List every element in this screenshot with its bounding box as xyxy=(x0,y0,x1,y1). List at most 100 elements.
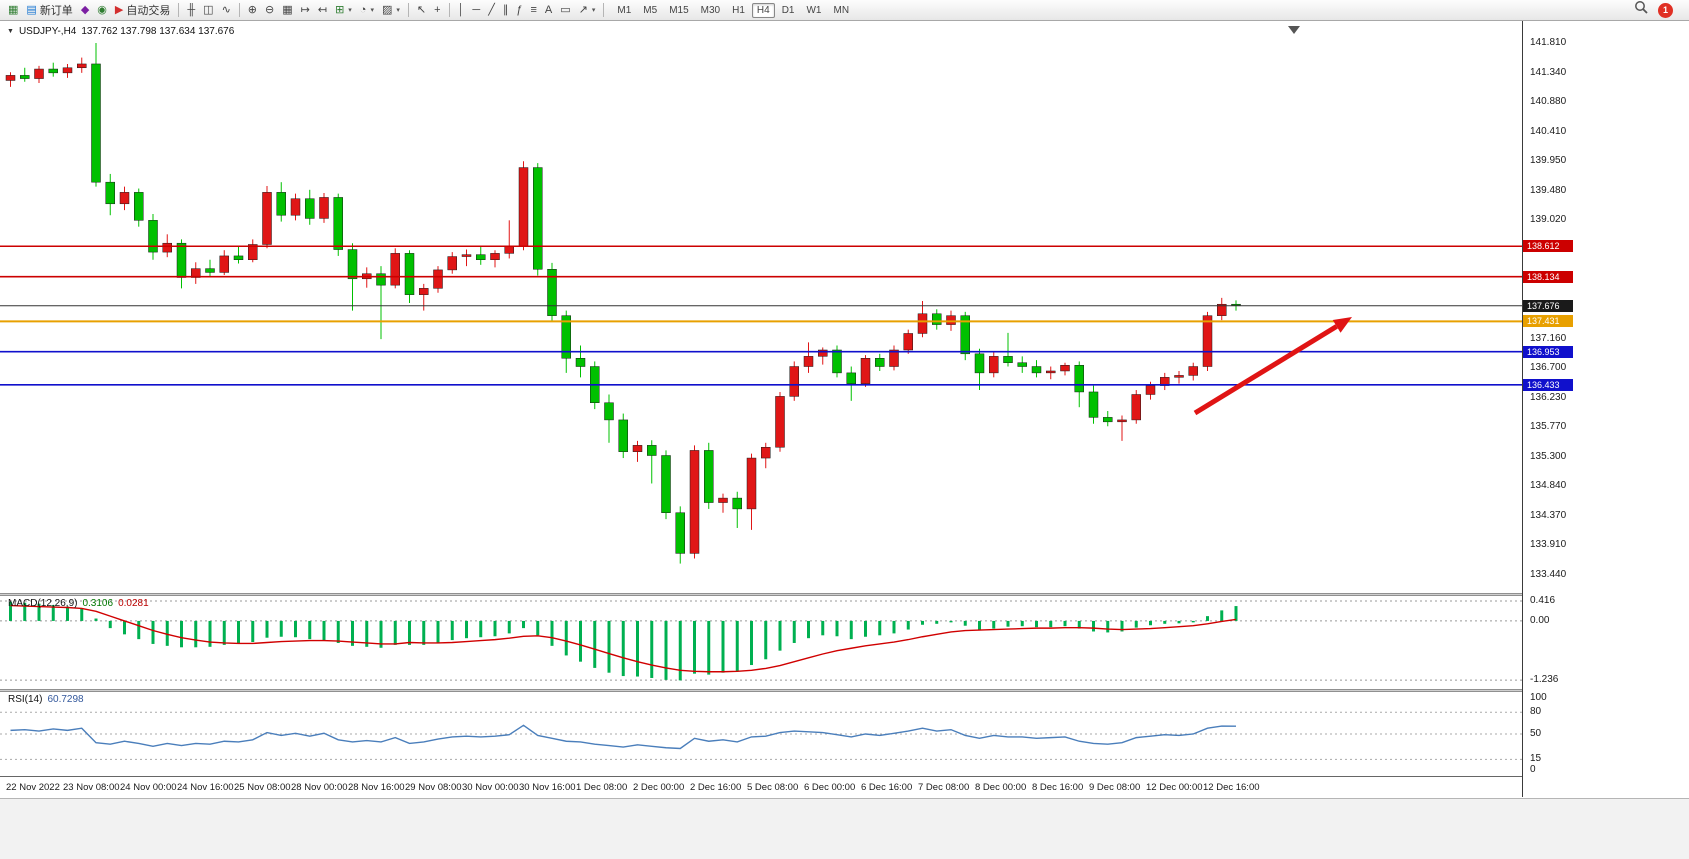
shapes-icon: ≡ xyxy=(530,3,537,16)
channel-icon: ∥ xyxy=(502,3,509,16)
macd-axis-label: -1.236 xyxy=(1530,674,1559,686)
macd-name: MACD(12,26,9) xyxy=(8,598,78,609)
toolbar-separator xyxy=(448,3,450,17)
price-axis-label: 135.300 xyxy=(1530,450,1567,462)
text-icon: A xyxy=(544,3,553,16)
panel-splitter[interactable] xyxy=(0,593,1689,596)
chart-shift-button[interactable]: ↤ xyxy=(314,1,331,20)
time-axis-label: 24 Nov 16:00 xyxy=(177,782,234,793)
price-tag: 137.676 xyxy=(1523,299,1573,312)
timeframe-w1[interactable]: W1 xyxy=(806,4,822,16)
price-axis[interactable]: 141.810 141.340 140.880 140.410 139.950 139.4… xyxy=(1522,21,1689,797)
rsi-axis-label: 80 xyxy=(1530,706,1542,718)
channel-button[interactable]: ∥ xyxy=(499,1,513,20)
chart-plus-icon: ▦ xyxy=(8,3,19,16)
new-chart-button[interactable]: ▦ xyxy=(4,1,22,20)
rsi-label: RSI(14) 60.7298 xyxy=(8,694,84,705)
auto-trading-button[interactable]: ▶ 自动交易 xyxy=(111,1,174,20)
periods-button[interactable]: ◔ ▾ xyxy=(356,1,378,20)
chart-ohlc: 137.762 137.798 137.634 137.676 xyxy=(81,26,235,37)
arrow-objects-icon: ↗ xyxy=(578,3,588,16)
timeframe-m30[interactable]: M30 xyxy=(700,4,721,16)
zoom-in-button[interactable]: ⊕ xyxy=(244,1,261,20)
time-axis-label: 24 Nov 00:00 xyxy=(120,782,177,793)
timeframe-h1[interactable]: H1 xyxy=(732,4,745,16)
fibonacci-icon: ƒ xyxy=(516,3,523,16)
timeframe-mn[interactable]: MN xyxy=(833,4,850,16)
crosshair-button[interactable]: + xyxy=(430,1,444,20)
timeframe-m15[interactable]: M15 xyxy=(669,4,689,16)
macd-label: MACD(12,26,9) 0.3106 0.0281 xyxy=(8,598,149,609)
rsi-axis-label: 100 xyxy=(1530,691,1547,703)
cursor-icon: ↖ xyxy=(416,3,427,16)
shapes-button[interactable]: ≡ xyxy=(526,1,540,20)
dropdown-caret-icon: ▾ xyxy=(348,7,352,14)
price-axis-label: 140.880 xyxy=(1530,96,1567,108)
price-axis-label: 139.020 xyxy=(1530,214,1567,226)
text-button[interactable]: A xyxy=(541,1,556,20)
search-icon[interactable] xyxy=(1634,0,1649,20)
time-axis-label: 7 Dec 08:00 xyxy=(918,782,970,793)
dropdown-caret-icon: ▾ xyxy=(591,7,596,14)
panel-splitter[interactable] xyxy=(0,689,1689,692)
time-axis-label: 22 Nov 2022 xyxy=(6,782,60,793)
price-tag: 136.433 xyxy=(1523,378,1573,391)
text-label-button[interactable]: ▭ xyxy=(556,1,574,20)
dropdown-caret-icon: ▾ xyxy=(370,7,374,14)
time-axis-label: 8 Dec 00:00 xyxy=(975,782,1027,793)
market-watch-button[interactable]: ◉ xyxy=(93,1,111,20)
clock-icon: ◔ xyxy=(359,3,367,16)
toolbar-separator xyxy=(407,3,409,17)
timeframe-group: M1 M5 M15 M30 H1 H4 D1 W1 MN xyxy=(612,2,854,18)
indicators-icon: ⊞ xyxy=(335,3,345,16)
time-axis-label: 6 Dec 00:00 xyxy=(804,782,856,793)
new-order-button-label: 新订单 xyxy=(39,5,73,17)
rsi-panel-canvas[interactable] xyxy=(0,692,1522,776)
price-axis-label: 133.910 xyxy=(1530,539,1567,551)
toolbar-buttons: ▦ ▤ 新订单 ◆ ◉ ▶ 自动交易 ╫ ◫ ∿ ⊕ ⊖ ▦ ↦ ↤ ⊞ ▾ ◔ ▾ ▨ ▾ ↖ + │ ─ ╱ ∥ ƒ ≡ A ▭ ↗ ▾ xyxy=(4,1,608,20)
timeframe-m5[interactable]: M5 xyxy=(643,4,658,16)
dropdown-caret-icon: ▾ xyxy=(396,7,400,14)
price-tag: 138.134 xyxy=(1523,270,1573,283)
rsi-value: 60.7298 xyxy=(47,694,84,705)
new-order-icon: ▤ xyxy=(26,3,37,16)
metaeditor-button[interactable]: ◆ xyxy=(77,1,93,20)
time-axis[interactable]: 22 Nov 2022 23 Nov 08:00 24 Nov 00:00 24 No… xyxy=(0,776,1522,799)
main-chart-canvas[interactable] xyxy=(0,22,1522,593)
horizontal-line-icon: ─ xyxy=(472,3,481,16)
horizontal-line-button[interactable]: ─ xyxy=(468,1,484,20)
time-axis-label: 1 Dec 08:00 xyxy=(576,782,628,793)
price-axis-label: 134.840 xyxy=(1530,480,1567,492)
trendline-button[interactable]: ╱ xyxy=(484,1,499,20)
chart-collapse-icon[interactable]: ▼ xyxy=(7,28,14,35)
tile-windows-button[interactable]: ▦ xyxy=(278,1,296,20)
auto-scroll-button[interactable]: ↦ xyxy=(297,1,314,20)
price-axis-label: 133.440 xyxy=(1530,569,1567,580)
macd-axis-label: 0.416 xyxy=(1530,594,1556,606)
candlestick-chart-button[interactable]: ◫ xyxy=(199,1,217,20)
timeframe-m1[interactable]: M1 xyxy=(617,4,632,16)
time-axis-label: 30 Nov 00:00 xyxy=(462,782,519,793)
notification-badge[interactable]: 1 xyxy=(1658,2,1673,18)
indicators-button[interactable]: ⊞ ▾ xyxy=(331,1,356,20)
line-chart-icon: ∿ xyxy=(221,3,231,16)
toolbar-separator xyxy=(178,3,180,17)
new-order-button[interactable]: ▤ 新订单 xyxy=(22,1,76,20)
timeframe-d1[interactable]: D1 xyxy=(781,4,795,16)
fibonacci-button[interactable]: ƒ xyxy=(512,1,526,20)
bar-chart-button[interactable]: ╫ xyxy=(183,1,199,20)
arrows-button[interactable]: ↗ ▾ xyxy=(575,1,600,20)
templates-button[interactable]: ▨ ▾ xyxy=(378,1,404,20)
timeframe-h4[interactable]: H4 xyxy=(751,2,775,18)
time-axis-label: 8 Dec 16:00 xyxy=(1032,782,1084,793)
line-chart-button[interactable]: ∿ xyxy=(218,1,235,20)
toolbar: ▦ ▤ 新订单 ◆ ◉ ▶ 自动交易 ╫ ◫ ∿ ⊕ ⊖ ▦ ↦ ↤ ⊞ ▾ ◔ ▾ ▨ ▾ ↖ + │ ─ ╱ ∥ ƒ ≡ A ▭ ↗ ▾ M… xyxy=(0,0,1689,21)
zoom-out-button[interactable]: ⊖ xyxy=(261,1,278,20)
chart-symbol: USDJPY-,H4 xyxy=(18,26,77,37)
cursor-button[interactable]: ↖ xyxy=(413,1,430,20)
macd-panel-canvas[interactable] xyxy=(0,596,1522,689)
price-axis-label: 137.160 xyxy=(1530,332,1567,344)
price-axis-label: 141.340 xyxy=(1530,66,1567,78)
vertical-line-button[interactable]: │ xyxy=(454,1,469,20)
